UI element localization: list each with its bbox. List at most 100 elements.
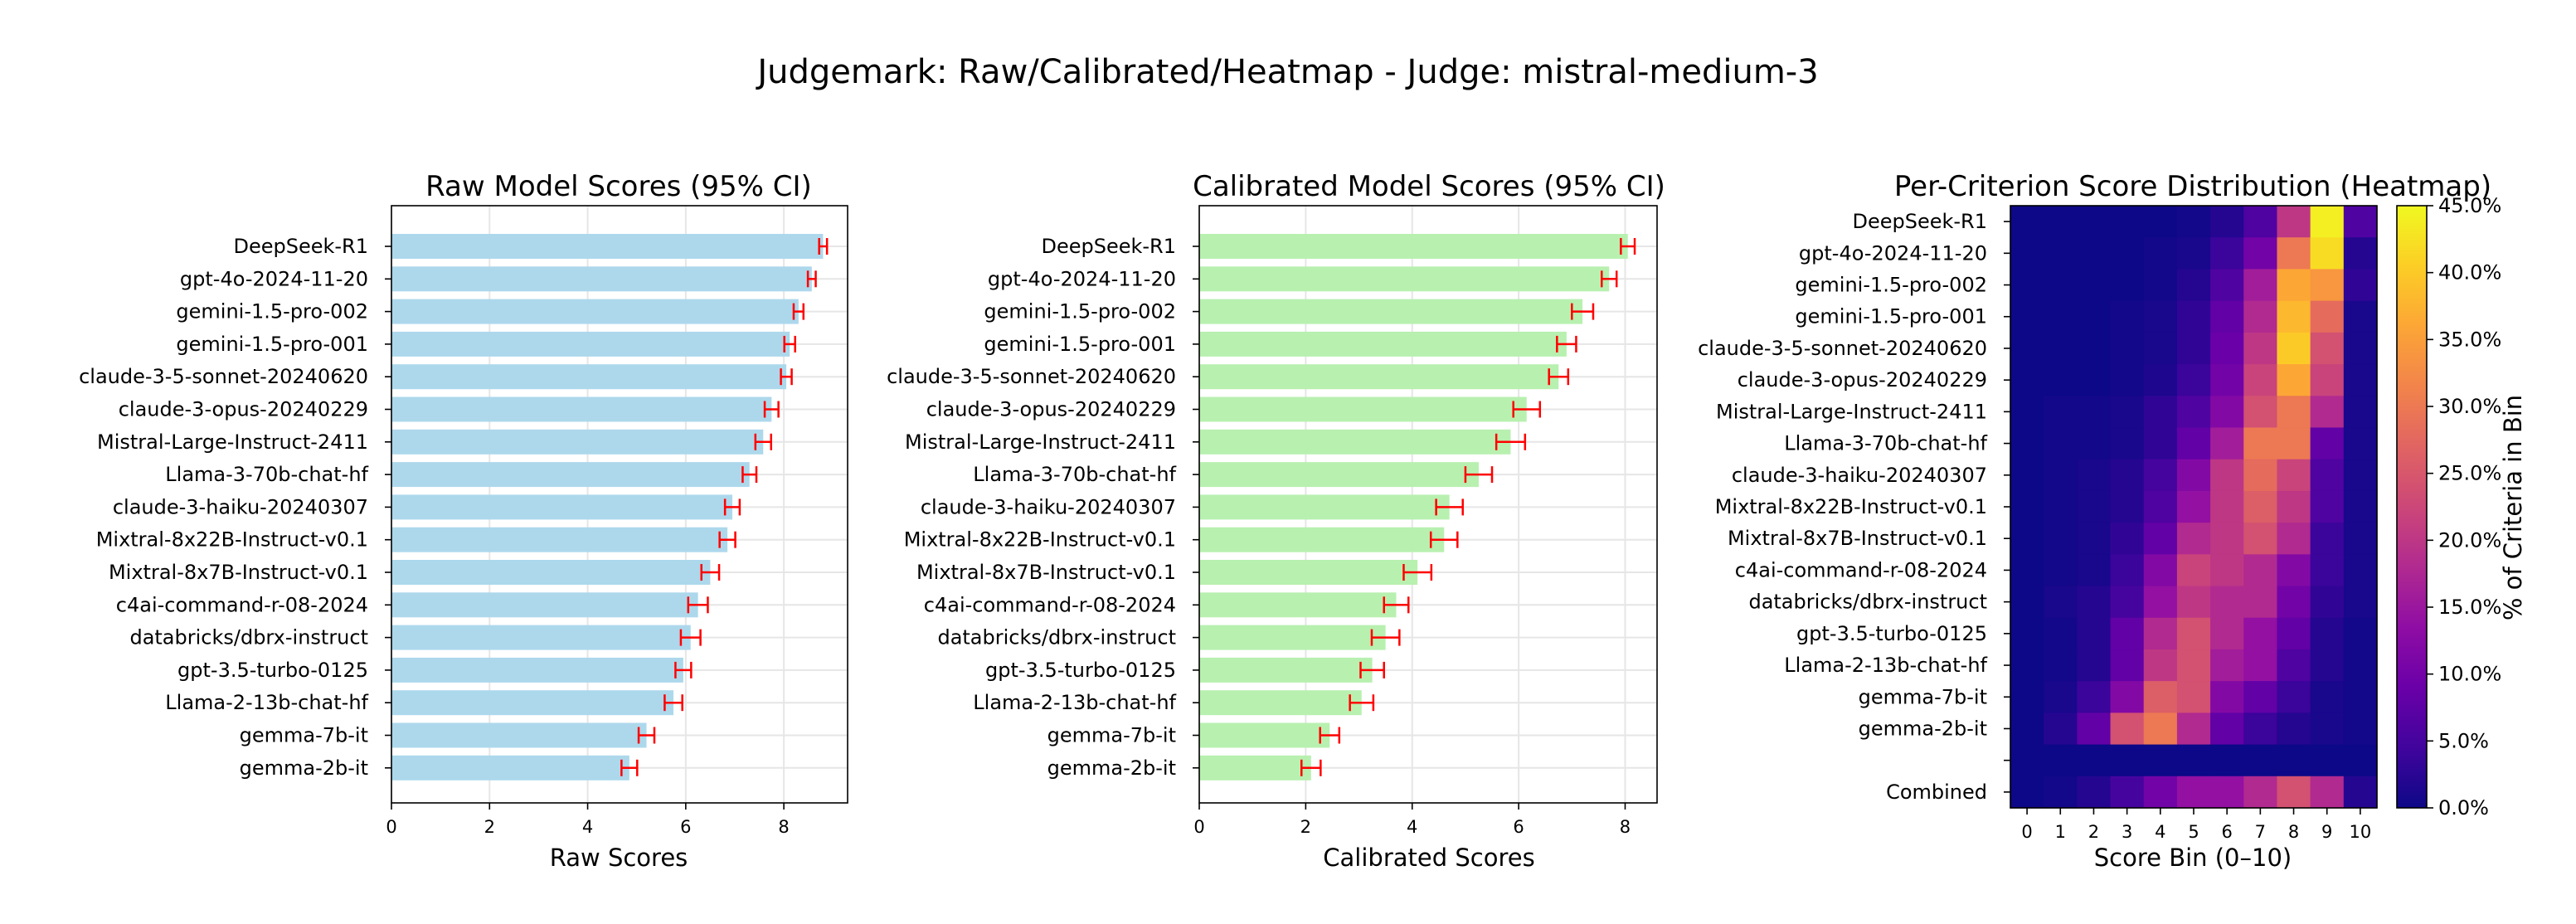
raw-bar-mistral-large-instruct-2411 [391, 429, 764, 455]
heatmap-cell-blank-bin-3 [2110, 744, 2145, 777]
heatmap-cell-mixtral-8x7b-instruct-v0-1-bin-2 [2077, 523, 2112, 555]
cal-ytick-label: gemma-2b-it [1047, 756, 1176, 780]
heatmap-cell-mixtral-8x7b-instruct-v0-1-bin-4 [2143, 523, 2178, 555]
heatmap-cell-mistral-large-instruct-2411-bin-7 [2243, 396, 2278, 429]
raw-bar-gemma-2b-it [391, 755, 629, 781]
heatmap-ytick-label: gpt-3.5-turbo-0125 [1796, 622, 1987, 645]
cal-bar-mixtral-8x7b-instruct-v0-1 [1199, 560, 1418, 585]
heatmap-cell-llama-3-70b-chat-hf-bin-2 [2077, 427, 2112, 460]
heatmap-cell-mixtral-8x22b-instruct-v0-1-bin-7 [2243, 490, 2278, 523]
heatmap-cell-deepseek-r1-bin-8 [2277, 206, 2311, 238]
heatmap-ytick-label: Mistral-Large-Instruct-2411 [1716, 400, 1987, 423]
cal-bar-databricks-dbrx-instruct [1199, 625, 1386, 650]
heatmap-cell-gemini-1-5-pro-002-bin-10 [2343, 269, 2378, 302]
heatmap-cell-claude-3-opus-20240229-bin-3 [2110, 364, 2145, 396]
heatmap-ytick-label: claude-3-5-sonnet-20240620 [1698, 337, 1987, 360]
colorbar-tick-label: 5.0% [2438, 729, 2489, 752]
heatmap-cell-claude-3-haiku-20240307-bin-7 [2243, 459, 2278, 492]
heatmap-cell-claude-3-5-sonnet-20240620-bin-0 [2010, 332, 2044, 365]
heatmap-cell-claude-3-5-sonnet-20240620-bin-4 [2143, 332, 2178, 365]
heatmap-cell-gemini-1-5-pro-001-bin-7 [2243, 300, 2278, 333]
heatmap-cell-gemma-2b-it-bin-0 [2010, 712, 2044, 746]
raw-xtick-label: 8 [778, 817, 789, 837]
colorbar-tick-label: 0.0% [2438, 796, 2489, 819]
figure-title: Judgemark: Raw/Calibrated/Heatmap - Judg… [757, 53, 1819, 91]
heatmap-ytick-label: Llama-3-70b-chat-hf [1784, 432, 1987, 455]
heatmap-cell-mistral-large-instruct-2411-bin-4 [2143, 396, 2178, 429]
heatmap-cell-mistral-large-instruct-2411-bin-10 [2343, 396, 2378, 429]
raw-bar-gpt-4o-2024-11-20 [391, 266, 812, 292]
raw-ytick-label: Mistral-Large-Instruct-2411 [97, 430, 368, 454]
heatmap-cell-combined-bin-5 [2176, 776, 2211, 809]
raw-ytick-label: Mixtral-8x22B-Instruct-v0.1 [96, 528, 368, 552]
heatmap-cell-deepseek-r1-bin-5 [2176, 206, 2211, 238]
heatmap-cell-combined-bin-10 [2343, 776, 2378, 809]
heatmap-cell-llama-3-70b-chat-hf-bin-5 [2176, 427, 2211, 460]
heatmap-xtick-label: 7 [2255, 822, 2266, 842]
heatmap-cell-llama-3-70b-chat-hf-bin-10 [2343, 427, 2378, 460]
heatmap-cell-combined-bin-0 [2010, 776, 2044, 809]
heatmap-cell-mixtral-8x7b-instruct-v0-1-bin-10 [2343, 523, 2378, 555]
heatmap-cell-llama-3-70b-chat-hf-bin-3 [2110, 427, 2145, 460]
heatmap-cell-gemma-2b-it-bin-9 [2310, 712, 2345, 746]
heatmap-cell-combined-bin-4 [2143, 776, 2178, 809]
heatmap-cell-gemma-7b-it-bin-7 [2243, 681, 2278, 713]
cal-ytick-label: Mixtral-8x7B-Instruct-v0.1 [916, 561, 1176, 584]
heatmap-cell-databricks-dbrx-instruct-bin-9 [2310, 586, 2345, 619]
heatmap-cell-gpt-4o-2024-11-20-bin-8 [2277, 237, 2311, 270]
heatmap-cell-mistral-large-instruct-2411-bin-2 [2077, 396, 2112, 429]
heatmap-cell-mixtral-8x22b-instruct-v0-1-bin-9 [2310, 490, 2345, 523]
cal-bar-mistral-large-instruct-2411 [1199, 429, 1511, 455]
cal-bar-gemma-7b-it [1199, 722, 1330, 748]
raw-xtick-label: 0 [386, 817, 396, 837]
heatmap-cell-claude-3-haiku-20240307-bin-3 [2110, 459, 2145, 492]
heatmap-xtick-label: 5 [2188, 822, 2199, 842]
heatmap-cell-claude-3-5-sonnet-20240620-bin-9 [2310, 332, 2345, 365]
heatmap-cell-mistral-large-instruct-2411-bin-8 [2277, 396, 2311, 429]
heatmap-cell-llama-2-13b-chat-hf-bin-3 [2110, 649, 2145, 682]
heatmap-cell-gpt-3-5-turbo-0125-bin-2 [2077, 617, 2112, 650]
raw-ytick-label: Mixtral-8x7B-Instruct-v0.1 [109, 561, 368, 584]
raw-ytick-label: gpt-3.5-turbo-0125 [177, 659, 368, 682]
heatmap-xtick-label: 8 [2288, 822, 2299, 842]
colorbar-tick-label: 25.0% [2438, 462, 2501, 485]
raw-ytick-label: claude-3-opus-20240229 [119, 398, 368, 421]
heatmap-xtick-label: 3 [2122, 822, 2132, 842]
colorbar-tick-label: 10.0% [2438, 663, 2501, 686]
heatmap-cell-combined-bin-1 [2044, 776, 2078, 809]
heatmap-cell-llama-2-13b-chat-hf-bin-10 [2343, 649, 2378, 682]
heatmap-cell-mistral-large-instruct-2411-bin-5 [2176, 396, 2211, 429]
heatmap-ytick-label: claude-3-haiku-20240307 [1732, 464, 1987, 487]
raw-bar-claude-3-opus-20240229 [391, 396, 772, 422]
heatmap-cell-gpt-3-5-turbo-0125-bin-7 [2243, 617, 2278, 650]
cal-ytick-label: gemini-1.5-pro-002 [984, 300, 1176, 323]
heatmap-cell-deepseek-r1-bin-2 [2077, 206, 2112, 238]
raw-bar-databricks-dbrx-instruct [391, 625, 691, 650]
raw-bar-gemma-7b-it [391, 722, 647, 748]
heatmap-cell-c4ai-command-r-08-2024-bin-2 [2077, 554, 2112, 587]
heatmap-cell-mixtral-8x22b-instruct-v0-1-bin-1 [2044, 490, 2078, 523]
heatmap-cell-c4ai-command-r-08-2024-bin-6 [2210, 554, 2244, 587]
heatmap-xtick-label: 1 [2055, 822, 2066, 842]
heatmap-ytick-label: gemini-1.5-pro-002 [1795, 274, 1987, 297]
heatmap-cell-gpt-3-5-turbo-0125-bin-8 [2277, 617, 2311, 650]
heatmap-cell-mixtral-8x22b-instruct-v0-1-bin-2 [2077, 490, 2112, 523]
heatmap-cell-llama-3-70b-chat-hf-bin-7 [2243, 427, 2278, 460]
heatmap-cell-gemma-7b-it-bin-3 [2110, 681, 2145, 713]
heatmap-cell-databricks-dbrx-instruct-bin-4 [2143, 586, 2178, 619]
heatmap-cell-databricks-dbrx-instruct-bin-3 [2110, 586, 2145, 619]
heatmap-cell-c4ai-command-r-08-2024-bin-1 [2044, 554, 2078, 587]
raw-axes-frame [391, 205, 848, 804]
heatmap-cell-gemini-1-5-pro-002-bin-4 [2143, 269, 2178, 302]
colorbar-tick-label: 20.0% [2438, 528, 2501, 552]
raw-scores-xlabel: Raw Scores [550, 844, 688, 872]
heatmap-cell-databricks-dbrx-instruct-bin-5 [2176, 586, 2211, 619]
colorbar [2396, 205, 2428, 809]
heatmap-cell-gemini-1-5-pro-002-bin-2 [2077, 269, 2112, 302]
heatmap-cell-claude-3-haiku-20240307-bin-8 [2277, 459, 2311, 492]
cal-ytick-label: gpt-3.5-turbo-0125 [985, 659, 1176, 682]
heatmap-cell-gemma-2b-it-bin-6 [2210, 712, 2244, 746]
heatmap-cell-claude-3-opus-20240229-bin-1 [2044, 364, 2078, 396]
heatmap-cell-llama-2-13b-chat-hf-bin-4 [2143, 649, 2178, 682]
